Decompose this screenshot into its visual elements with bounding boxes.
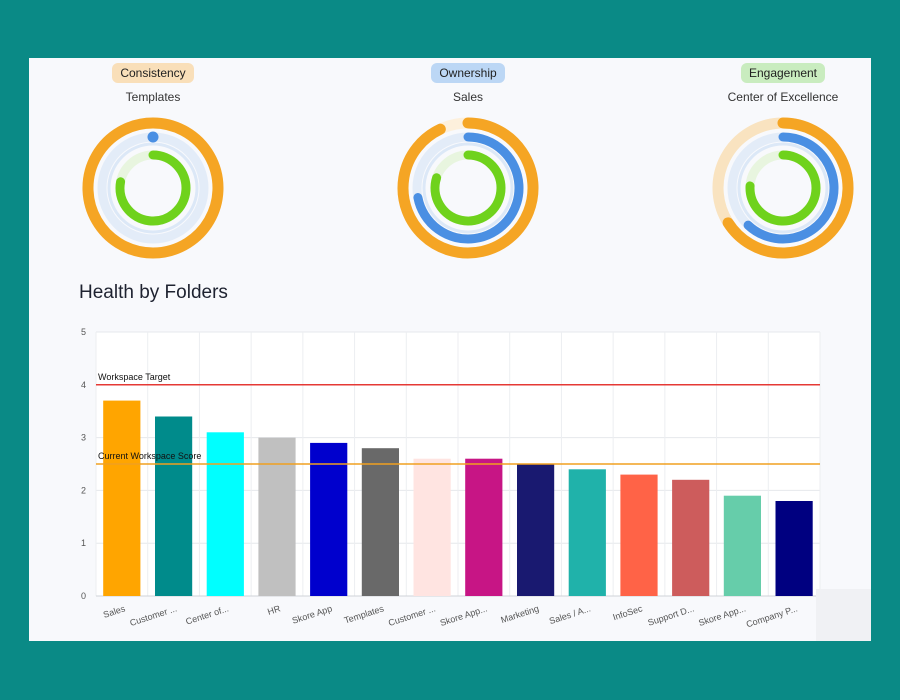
consistency-card: Consistency Templates <box>63 58 243 263</box>
x-tick-label: Customer ... <box>387 603 437 628</box>
y-tick-label: 2 <box>81 485 86 495</box>
y-tick-label: 3 <box>81 433 86 443</box>
ring-outer-value-arc <box>82 117 224 259</box>
x-tick-label: Sales / A... <box>548 603 592 626</box>
bar <box>413 458 451 596</box>
bar <box>568 469 606 596</box>
ring-middle-value-arc <box>413 132 524 244</box>
x-tick-label: Skore App... <box>697 603 747 628</box>
bar <box>361 448 399 596</box>
ring-middle-value-arc <box>743 132 839 244</box>
ring-inner-value-arc <box>430 150 506 226</box>
x-tick-label: Skore App... <box>439 603 489 628</box>
consistency-badge: Consistency <box>112 63 194 83</box>
reference-line-label: Workspace Target <box>98 372 171 382</box>
x-tick-label: Skore App <box>291 603 334 625</box>
bar <box>620 474 658 596</box>
ownership-badge: Ownership <box>431 63 505 83</box>
engagement-card: Engagement Center of Excellence <box>693 58 871 263</box>
bar <box>517 464 555 596</box>
x-tick-label: Sales <box>102 603 127 620</box>
x-tick-label: Company P... <box>745 603 799 629</box>
ownership-subtitle: Sales <box>452 90 484 104</box>
consistency-subtitle: Templates <box>125 90 181 104</box>
bar <box>310 442 348 596</box>
ownership-ring-chart <box>397 117 539 259</box>
x-tick-label: Support D... <box>647 603 696 627</box>
x-tick-label: Marketing <box>500 603 541 625</box>
ring-outer-value-arc <box>397 117 539 259</box>
bar <box>206 432 244 596</box>
dashboard-panel: Consistency Templates Ownership Sales En… <box>29 58 871 641</box>
ring-guide <box>737 142 829 234</box>
bar <box>672 479 710 596</box>
y-tick-label: 0 <box>81 591 86 601</box>
engagement-subtitle: Center of Excellence <box>727 90 839 104</box>
ring-guide <box>422 142 514 234</box>
ring-inner-value-arc <box>115 150 191 226</box>
y-tick-label: 4 <box>81 380 86 390</box>
bar <box>775 501 813 596</box>
y-tick-label: 5 <box>81 327 86 337</box>
consistency-ring-chart <box>82 117 224 259</box>
x-tick-label: HR <box>266 603 282 617</box>
bar <box>723 495 761 596</box>
ring-inner-value-arc <box>745 150 821 226</box>
engagement-badge: Engagement <box>740 63 826 83</box>
bar <box>258 437 296 596</box>
section-title: Health by Folders <box>79 282 228 303</box>
reference-line-label: Current Workspace Score <box>98 451 201 461</box>
bar <box>103 400 141 596</box>
ring-middle-value-dot <box>147 131 159 143</box>
x-tick-label: Center of... <box>184 603 229 626</box>
panel-corner <box>816 589 871 641</box>
x-tick-label: InfoSec <box>611 603 644 622</box>
ring-outer-value-arc <box>722 117 854 259</box>
ownership-card: Ownership Sales <box>378 58 558 263</box>
bar <box>465 458 503 596</box>
x-tick-label: Templates <box>343 603 386 625</box>
engagement-ring-chart <box>712 117 854 259</box>
y-tick-label: 1 <box>81 538 86 548</box>
bar <box>155 416 193 596</box>
ring-guide <box>107 142 199 234</box>
x-tick-label: Customer ... <box>128 603 178 628</box>
